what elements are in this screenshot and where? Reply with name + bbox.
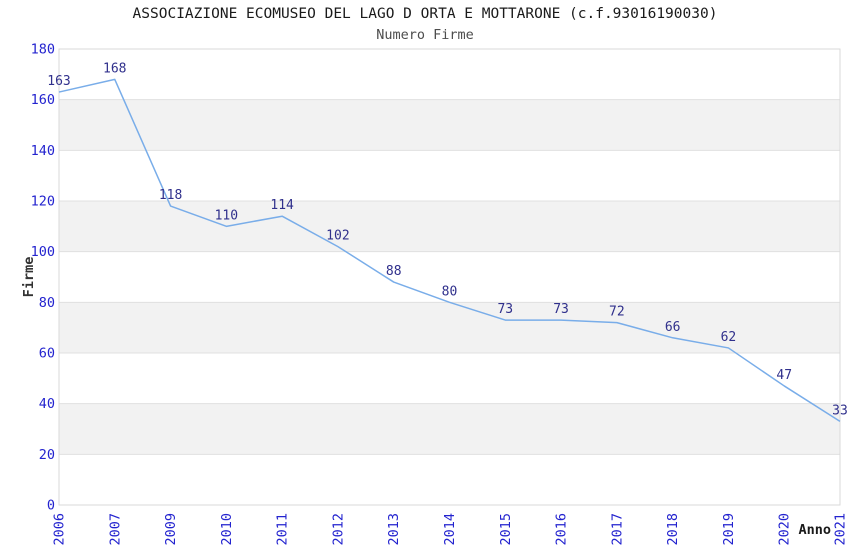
x-tick-label: 2014	[442, 513, 458, 546]
data-point-label: 118	[159, 188, 182, 203]
grid-band	[59, 99, 840, 151]
data-point-label: 163	[47, 74, 70, 89]
y-axis-title: Firme	[21, 257, 37, 298]
data-point-label: 73	[497, 302, 513, 317]
x-tick-label: 2012	[330, 513, 346, 546]
data-point-label: 80	[442, 284, 458, 299]
data-point-label: 47	[776, 368, 792, 383]
grid-band	[59, 201, 840, 252]
x-tick-label: 2010	[219, 513, 235, 546]
x-tick-label: 2011	[275, 513, 291, 546]
chart-title: ASSOCIAZIONE ECOMUSEO DEL LAGO D ORTA E …	[132, 6, 718, 22]
data-point-label: 114	[270, 198, 294, 213]
grid-band	[59, 302, 840, 353]
x-tick-label: 2016	[554, 513, 570, 546]
data-point-label: 62	[721, 330, 737, 345]
y-tick-label: 160	[31, 92, 55, 108]
y-tick-label: 40	[39, 396, 55, 412]
data-point-label: 102	[326, 229, 349, 244]
y-tick-label: 120	[31, 194, 55, 210]
data-point-label: 66	[665, 320, 681, 335]
x-tick-label: 2013	[386, 513, 402, 546]
y-tick-label: 0	[47, 498, 55, 514]
x-tick-label: 2009	[163, 513, 179, 546]
plot-border	[58, 48, 841, 506]
data-point-label: 110	[215, 208, 238, 223]
chart-subtitle: Numero Firme	[376, 27, 474, 43]
series-line	[58, 78, 841, 423]
data-point-label: 168	[103, 61, 126, 76]
x-tick-label: 2021	[833, 513, 849, 546]
x-tick-label: 2020	[777, 513, 793, 546]
x-tick-label: 2015	[498, 513, 514, 546]
x-tick-label: 2007	[107, 513, 123, 546]
y-tick-label: 20	[39, 447, 55, 463]
grid-band	[59, 403, 840, 455]
y-tick-label: 60	[39, 346, 55, 362]
y-tick-label: 140	[31, 143, 55, 159]
x-tick-label: 2018	[665, 513, 681, 546]
x-tick-label: 2017	[609, 513, 625, 546]
x-tick-label: 2006	[52, 513, 68, 546]
data-point-label: 72	[609, 305, 625, 320]
y-tick-label: 180	[31, 42, 55, 58]
data-point-label: 88	[386, 264, 402, 279]
y-tick-label: 80	[39, 295, 55, 311]
y-tick-label: 100	[31, 244, 55, 260]
x-tick-label: 2019	[721, 513, 737, 546]
x-axis-title: Anno	[798, 522, 831, 538]
data-point-label: 33	[832, 403, 848, 418]
data-point-label: 73	[553, 302, 569, 317]
